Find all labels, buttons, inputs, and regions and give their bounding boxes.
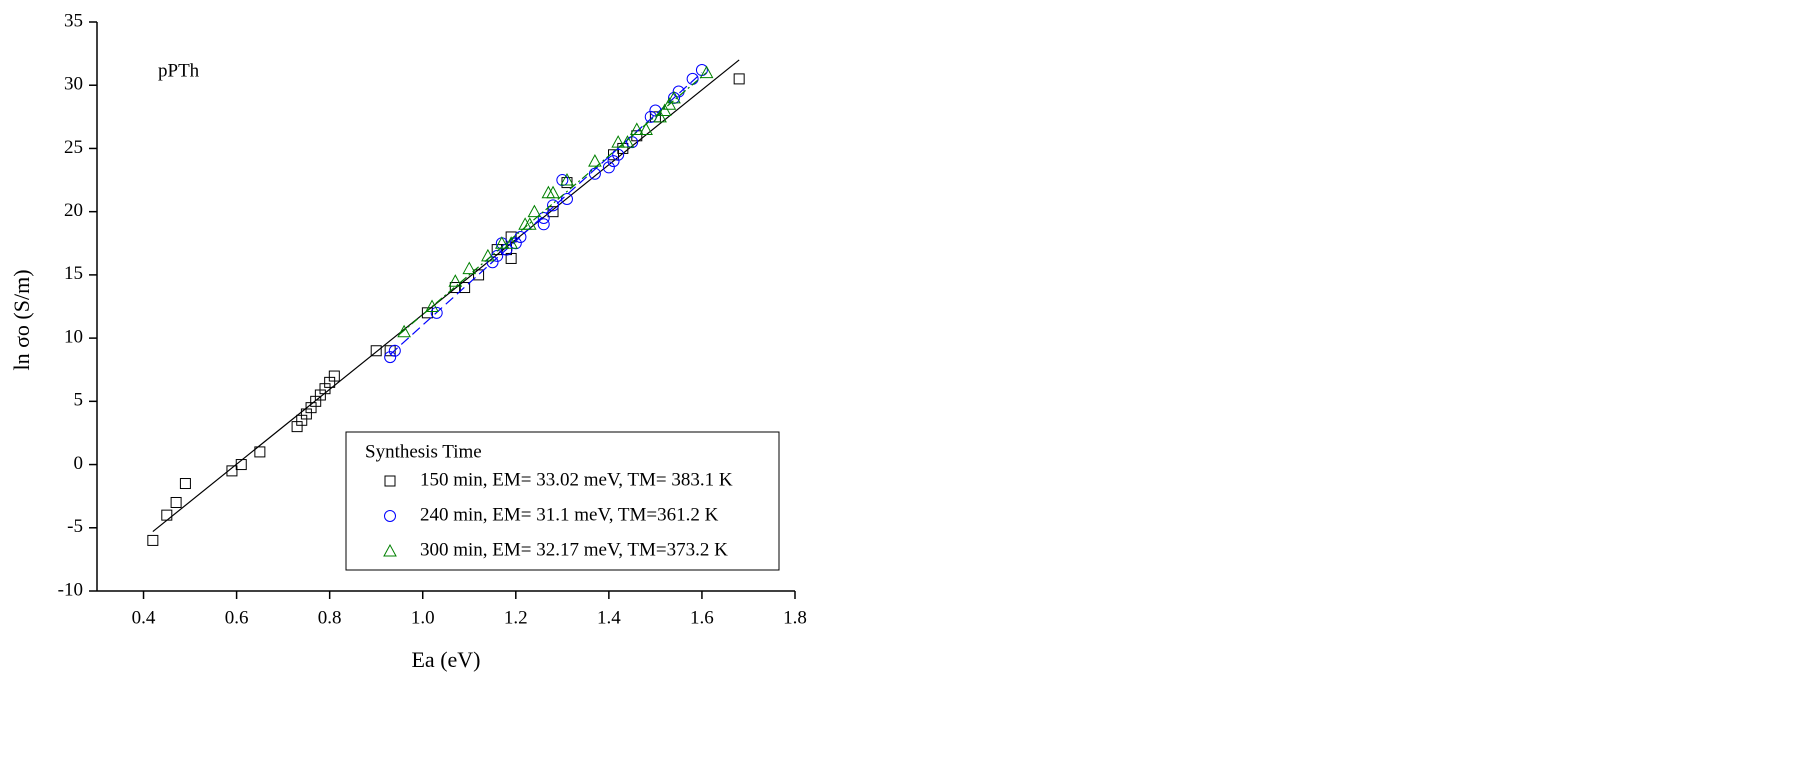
marker xyxy=(560,193,573,206)
marker xyxy=(170,496,182,508)
marker xyxy=(500,243,513,256)
marker xyxy=(491,244,503,256)
marker xyxy=(226,465,238,477)
marker xyxy=(620,135,635,148)
y-tick-label: 10 xyxy=(64,326,83,347)
marker xyxy=(733,73,745,85)
marker xyxy=(653,109,667,123)
legend-title: Synthesis Time xyxy=(365,441,482,462)
marker xyxy=(639,122,653,135)
x-tick-label: 1.0 xyxy=(411,607,435,628)
x-tick-label: 1.8 xyxy=(783,607,807,628)
marker xyxy=(537,211,550,224)
marker xyxy=(425,299,439,312)
marker xyxy=(462,261,477,275)
marker xyxy=(473,269,485,281)
marker xyxy=(235,459,247,471)
marker xyxy=(537,218,550,231)
marker xyxy=(370,345,382,357)
y-tick-label: 25 xyxy=(64,137,83,158)
marker xyxy=(527,204,542,218)
marker xyxy=(547,206,559,218)
y-tick-label: 35 xyxy=(64,10,83,31)
legend-marker xyxy=(384,510,396,522)
legend-label: 240 min, EM= 31.1 meV, TM=361.2 K xyxy=(420,504,719,525)
marker xyxy=(505,231,517,243)
marker xyxy=(504,236,518,249)
legend-marker xyxy=(384,475,396,487)
marker xyxy=(657,103,672,117)
marker xyxy=(602,161,615,174)
annotation: pPTh xyxy=(158,60,200,81)
fit-line xyxy=(399,72,707,335)
marker xyxy=(629,122,644,135)
marker xyxy=(522,217,537,230)
x-tick-label: 1.6 xyxy=(690,607,714,628)
legend-box xyxy=(345,431,780,571)
y-tick-label: 0 xyxy=(74,453,84,474)
marker xyxy=(421,307,433,319)
y-tick-label: 20 xyxy=(64,200,83,221)
x-tick-label: 0.6 xyxy=(225,607,249,628)
marker xyxy=(494,236,509,249)
marker xyxy=(608,149,620,161)
marker xyxy=(588,154,602,167)
marker xyxy=(486,256,499,269)
marker xyxy=(161,509,173,521)
marker xyxy=(547,199,560,212)
legend-label: 300 min, EM= 32.17 meV, TM=373.2 K xyxy=(420,539,728,560)
fit-line xyxy=(389,72,703,355)
marker xyxy=(459,282,471,294)
marker xyxy=(505,252,517,264)
marker xyxy=(514,230,527,243)
marker xyxy=(448,274,463,287)
marker xyxy=(560,173,574,186)
marker xyxy=(254,446,266,458)
marker xyxy=(147,534,159,546)
marker xyxy=(662,97,677,110)
marker xyxy=(449,282,461,294)
marker xyxy=(667,90,681,104)
x-tick-label: 1.4 xyxy=(597,607,621,628)
y-tick-label: -10 xyxy=(58,579,83,600)
marker xyxy=(179,478,191,490)
y-tick-label: 15 xyxy=(64,263,83,284)
x-tick-label: 0.8 xyxy=(318,607,342,628)
x-axis-label: Ea (eV) xyxy=(411,647,480,672)
marker xyxy=(430,306,443,319)
y-tick-label: -5 xyxy=(67,516,83,537)
legend-marker xyxy=(383,543,397,557)
y-tick-label: 30 xyxy=(64,74,83,95)
marker xyxy=(384,351,397,364)
y-axis-label: ln σo (S/m) xyxy=(9,269,34,370)
marker xyxy=(612,148,625,161)
marker xyxy=(388,344,401,357)
marker xyxy=(481,248,495,262)
y-tick-label: 5 xyxy=(74,390,84,411)
x-tick-label: 1.2 xyxy=(504,607,528,628)
marker xyxy=(611,135,626,148)
x-tick-label: 0.4 xyxy=(132,607,156,628)
marker xyxy=(686,72,699,85)
marker xyxy=(328,370,340,382)
marker xyxy=(699,65,714,79)
marker xyxy=(397,324,411,338)
marker xyxy=(546,185,560,199)
marker xyxy=(607,155,620,168)
legend-label: 150 min, EM= 33.02 meV, TM= 383.1 K xyxy=(420,469,733,490)
